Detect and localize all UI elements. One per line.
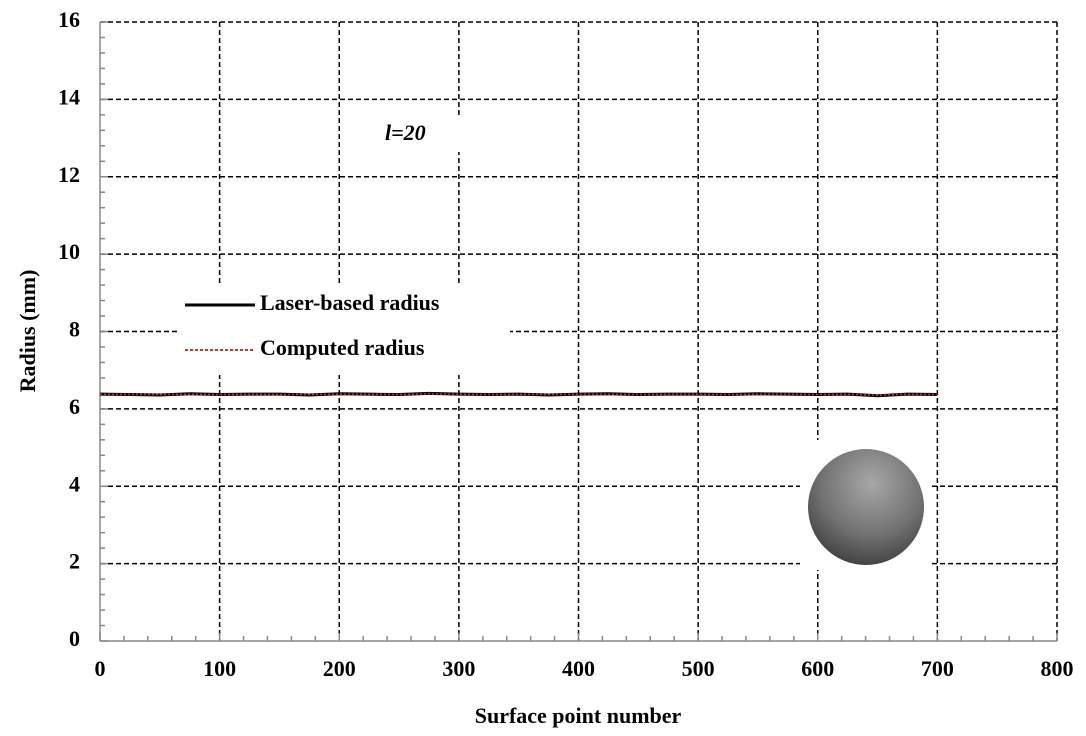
y-tick-label: 12 (58, 162, 80, 187)
y-tick-label: 16 (58, 7, 80, 32)
series-line (99, 393, 938, 397)
y-tick-label: 0 (69, 626, 80, 651)
y-tick-label: 6 (69, 394, 80, 419)
x-axis-label: Surface point number (475, 703, 682, 728)
x-tick-label: 800 (1041, 656, 1074, 681)
y-tick-label: 8 (69, 317, 80, 342)
annotation-bg (372, 118, 460, 152)
x-tick-label: 400 (562, 656, 595, 681)
x-tick-label: 600 (801, 656, 834, 681)
x-tick-label: 0 (95, 656, 106, 681)
y-tick-label: 4 (69, 471, 80, 496)
x-tick-label: 100 (203, 656, 236, 681)
legend-bg (180, 285, 510, 375)
y-tick-label: 2 (69, 549, 80, 574)
y-tick-label: 14 (58, 84, 80, 109)
x-tick-label: 500 (682, 656, 715, 681)
legend-label: Computed radius (260, 335, 425, 360)
x-tick-label: 300 (442, 656, 475, 681)
y-axis-label: Radius (mm) (15, 270, 40, 393)
x-tick-label: 200 (323, 656, 356, 681)
legend-label: Laser-based radius (260, 290, 440, 315)
sphere-image (808, 449, 924, 565)
annotation: l=20 (385, 120, 426, 145)
x-tick-label: 700 (921, 656, 954, 681)
y-tick-label: 10 (58, 239, 80, 264)
